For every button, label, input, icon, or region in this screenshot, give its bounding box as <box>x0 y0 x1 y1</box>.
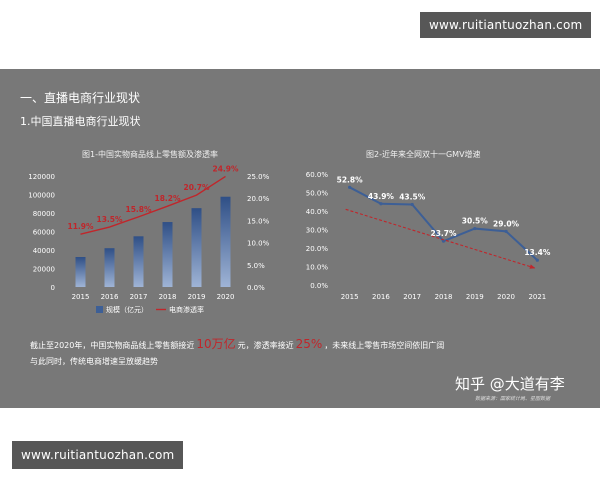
chart1-y-left-tick: 40000 <box>33 247 55 255</box>
chart1-y-right-tick: 20.0% <box>247 195 270 203</box>
chart1-y-left-tick: 80000 <box>33 210 55 218</box>
chart1-x-tick: 2018 <box>159 293 177 301</box>
chart2-x-tick: 2018 <box>435 293 453 301</box>
chart2-data-label: 43.5% <box>399 193 426 202</box>
chart2-y-tick: 30.0% <box>306 227 329 235</box>
chart2-y-tick: 0.0% <box>310 282 328 290</box>
chart1-x-tick: 2016 <box>101 293 119 301</box>
chart1-y-left-tick: 100000 <box>28 192 55 200</box>
chart1-y-right-tick: 10.0% <box>247 240 270 248</box>
chart1-x-tick: 2015 <box>72 293 90 301</box>
chart2-point <box>348 185 352 189</box>
chart1-y-left-tick: 0 <box>51 284 55 292</box>
chart2-data-label: 13.4% <box>524 248 551 257</box>
watermark-top: www.ruitiantuozhan.com <box>420 12 592 38</box>
chart1-x-tick: 2020 <box>217 293 235 301</box>
chart1-x-tick: 2017 <box>130 293 148 301</box>
chart1-bar <box>220 196 231 287</box>
chart2-x-tick: 2015 <box>341 293 359 301</box>
chart2-x-tick: 2016 <box>372 293 390 301</box>
chart1-data-label: 11.9% <box>67 222 94 231</box>
chart1-data-label: 15.8% <box>125 205 152 214</box>
chart2-y-tick: 20.0% <box>306 245 329 253</box>
chart2: 0.0% 10.0% 20.0% 30.0% 40.0% 50.0% 60.0% 2015 20… <box>306 171 551 301</box>
slide-panel: 一、直播电商行业现状 1.中国直播电商行业现状 图1-中国实物商品线上零售额及渗… <box>0 69 600 408</box>
summary-part1: 截止至2020年，中国实物商品线上零售额接近 <box>30 341 195 350</box>
chart2-x-tick: 2020 <box>497 293 515 301</box>
section-title: 一、直播电商行业现状 <box>20 91 141 105</box>
data-source: 数据来源：国家统计局、星图数据 <box>475 396 551 402</box>
chart2-title: 图2-近年来全网双十一GMV增速 <box>366 150 481 159</box>
chart1-data-label: 24.9% <box>212 164 239 173</box>
chart1-y-right-tick: 25.0% <box>247 173 270 181</box>
chart2-point <box>504 229 508 233</box>
chart1-bar <box>104 248 115 287</box>
chart2-y-tick: 60.0% <box>306 171 329 179</box>
chart1-data-label: 20.7% <box>183 183 210 192</box>
chart1-y-right-tick: 0.0% <box>247 284 265 292</box>
chart2-point <box>379 202 383 206</box>
summary-part3: ，未来线上零售市场空间依旧广阔 <box>324 341 445 350</box>
chart1-legend-label-bar: 规模（亿元） <box>106 305 148 314</box>
chart1-y-left-tick: 60000 <box>33 229 55 237</box>
chart1-penetration-line <box>80 175 226 235</box>
chart2-data-label: 30.5% <box>462 217 489 226</box>
summary-line-2: 与此同时，传统电商增速呈放缓趋势 <box>30 357 158 366</box>
chart2-y-tick: 50.0% <box>306 190 329 198</box>
summary-line-1: 截止至2020年，中国实物商品线上零售额接近 10万亿 元，渗透率接近 25% ，未来线… <box>30 335 444 352</box>
chart2-trend-arrow-head <box>529 264 536 269</box>
chart2-data-label: 29.0% <box>493 219 520 228</box>
chart1-title: 图1-中国实物商品线上零售额及渗透率 <box>82 150 218 159</box>
chart2-point <box>441 239 446 243</box>
chart1-bar <box>191 208 202 287</box>
chart2-x-tick: 2021 <box>528 293 546 301</box>
watermark-bottom: www.ruitiantuozhan.com <box>12 441 184 469</box>
chart1-x-tick: 2019 <box>188 293 206 301</box>
chart2-data-label: 23.7% <box>430 229 457 238</box>
chart1-y-right-tick: 5.0% <box>247 262 265 270</box>
chart1-data-label: 18.2% <box>154 194 181 203</box>
charts-canvas: 0 20000 40000 60000 80000 100000 120000 0.0% 5.0… <box>28 164 551 314</box>
chart2-point <box>535 258 539 262</box>
chart1-bar <box>162 222 173 287</box>
chart1-legend-label-line: 电商渗透率 <box>169 305 204 314</box>
chart2-point <box>410 202 414 207</box>
brand-watermark: 知乎 @大道有李 <box>455 375 565 393</box>
chart2-x-tick: 2017 <box>403 293 421 301</box>
sub-title: 1.中国直播电商行业现状 <box>20 115 141 128</box>
chart2-data-label: 43.9% <box>368 192 395 201</box>
summary-part2: 元，渗透率接近 <box>237 341 294 350</box>
chart1-y-left-tick: 120000 <box>28 173 55 181</box>
chart2-y-tick: 40.0% <box>306 208 329 216</box>
chart1-y-left-tick: 20000 <box>33 266 55 274</box>
chart1: 0 20000 40000 60000 80000 100000 120000 0.0% 5.0… <box>28 164 269 314</box>
chart1-legend-swatch-bar <box>96 306 103 313</box>
summary-highlight-rate: 25% <box>295 337 323 351</box>
summary-highlight-scale: 10万亿 <box>196 337 236 351</box>
chart2-x-tick: 2019 <box>466 293 484 301</box>
chart1-bar <box>75 257 86 287</box>
chart2-y-tick: 10.0% <box>306 264 329 272</box>
chart1-y-right-tick: 15.0% <box>247 217 270 225</box>
chart2-point <box>473 226 477 231</box>
chart2-data-label: 52.8% <box>337 175 364 184</box>
chart1-data-label: 13.5% <box>96 215 123 224</box>
chart2-trend-arrow-line <box>345 208 536 269</box>
chart1-bar <box>133 236 144 287</box>
